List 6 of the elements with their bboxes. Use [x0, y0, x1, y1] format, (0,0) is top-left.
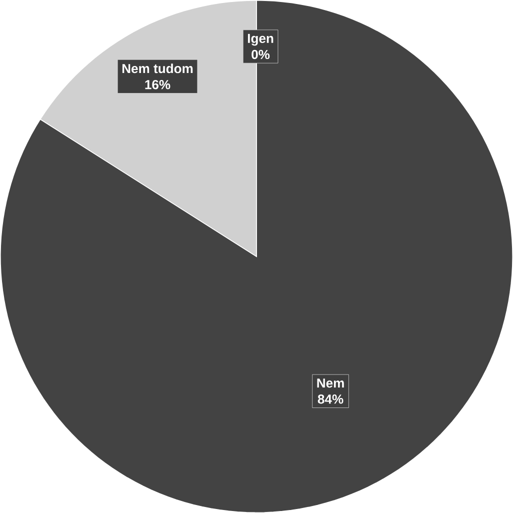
text: 0% [252, 50, 270, 60]
slice-label: Nem [317, 378, 344, 388]
slice-label: Nem tudom [122, 64, 193, 74]
data-label: 84% [318, 394, 344, 404]
category-label: Igen [248, 34, 274, 46]
data-label: 16% [145, 80, 170, 90]
